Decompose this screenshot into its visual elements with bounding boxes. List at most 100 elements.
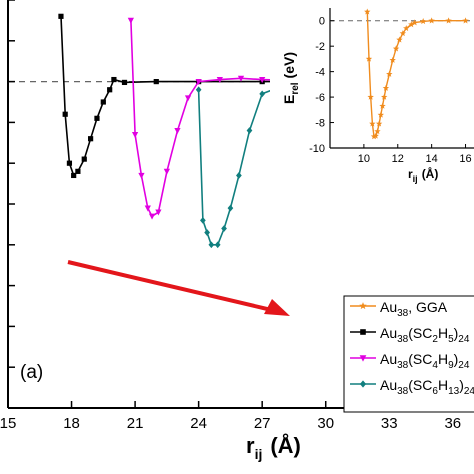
main-data-point [204, 229, 210, 236]
main-data-point [221, 225, 227, 232]
main-data-point [227, 204, 234, 212]
svg-text:rij(Å): rij (Å) [408, 166, 438, 184]
inset-y-axis-label: Erel (eV) [281, 52, 301, 104]
inset-data-point [365, 55, 373, 62]
inset-x-tick-label: 12 [392, 153, 404, 165]
main-data-point [153, 79, 159, 85]
main-data-point [236, 172, 242, 179]
inset-data-point [428, 17, 435, 24]
inset-ylabel-unit: (eV) [281, 52, 297, 78]
inset-xlabel-sub: ij [413, 174, 418, 184]
main-data-point [138, 172, 145, 179]
legend-box [343, 295, 474, 413]
main-data-point [66, 160, 73, 166]
inset-y-tick-label: -4 [315, 67, 325, 79]
main-data-point [200, 216, 206, 224]
main-data-point [259, 90, 266, 98]
main-x-tick-label: 15 [0, 415, 16, 432]
legend-marker [359, 380, 367, 388]
inset-xlabel-main: r [408, 167, 413, 181]
legend-marker [359, 355, 367, 362]
inset-y-tick-label: -6 [315, 92, 325, 104]
inset-y-tick-label: -10 [309, 143, 325, 155]
legend: Au38, GGA Au38(SC2H5)24 Au38(SC4H9)24 Au38(… [343, 295, 474, 413]
main-data-point [237, 75, 245, 82]
inset-y-tick-label: 0 [319, 16, 325, 28]
main-data-point [216, 76, 223, 83]
inset-xlabel-unit: (Å) [422, 166, 439, 181]
inset-x-axis-label: rij (Å) [408, 166, 438, 184]
inset-x-tick-label: 10 [358, 153, 370, 165]
main-data-point [71, 172, 77, 179]
legend-label: Au38, GGA [380, 299, 448, 319]
legend-marker [359, 302, 367, 310]
inset-data-point [462, 17, 469, 24]
main-data-point [208, 241, 215, 249]
main-data-point [259, 76, 266, 83]
main-x-tick-label: 33 [381, 415, 398, 432]
inset-data-point [369, 120, 376, 127]
main-data-point [144, 205, 151, 212]
inset-data-point [399, 30, 407, 37]
main-data-point [94, 115, 100, 121]
main-data-point [214, 241, 221, 249]
inset-y-ticks: 0 -2 -4 -6 -8 -10 [309, 16, 334, 155]
inset-data-point [389, 56, 396, 63]
main-plot: 15 18 21 24 27 30 33 36 (a) rij (Å) Au38, GGAAu3… [0, 0, 474, 462]
inset-data-point [386, 70, 393, 77]
inset-data-point [367, 93, 374, 100]
inset-data-point [396, 36, 403, 43]
main-y-ticks [8, 0, 15, 368]
inset-data-point [445, 17, 452, 24]
inset-series-group [364, 8, 469, 140]
main-data-point [58, 13, 64, 19]
main-x-axis-label: rij (Å) [246, 432, 301, 462]
svg-text:rij(Å): rij (Å) [246, 432, 301, 462]
main-data-point [195, 86, 202, 94]
inset-data-point [382, 84, 390, 91]
inset-data-point [375, 120, 383, 127]
inset-data-point [381, 93, 388, 100]
inset-background [270, 0, 474, 180]
main-x-tick-label: 21 [127, 415, 144, 432]
main-data-point [163, 168, 170, 175]
inset-ylabel-sub: rel [290, 82, 301, 94]
inset-data-point [392, 45, 400, 52]
main-data-point [155, 209, 162, 216]
main-data-point [121, 79, 128, 86]
main-data-point [107, 87, 113, 93]
main-xlabel-sub: ij [255, 446, 263, 462]
main-x-tick-label: 18 [63, 415, 80, 432]
main-data-point [246, 127, 253, 134]
main-data-point [62, 111, 68, 117]
inset-plot: 0 -2 -4 -6 -8 -10 10 12 14 16 Erel (eV) rij (Å) [270, 0, 474, 184]
trend-arrow [67, 260, 281, 314]
main-data-point [75, 168, 81, 174]
trend-arrowhead [264, 299, 290, 316]
main-data-point [81, 156, 87, 162]
inset-data-point [379, 102, 386, 109]
inset-y-tick-label: -8 [315, 118, 325, 130]
main-xlabel-main: r [246, 433, 255, 458]
main-x-ticks: 15 18 21 24 27 30 33 36 [0, 401, 461, 432]
main-data-point [111, 76, 117, 83]
main-x-tick-label: 27 [254, 415, 271, 432]
inset-data-point [403, 25, 410, 32]
main-x-tick-label: 36 [444, 415, 461, 432]
inset-data-point [374, 128, 381, 135]
inset-x-tick-label: 14 [426, 153, 438, 165]
inset-x-tick-label: 16 [459, 153, 471, 165]
legend-label: Au38(SC6H13)24 [380, 377, 474, 397]
svg-text:Erel(eV): Erel (eV) [281, 52, 301, 104]
inset-y-tick-label: -2 [315, 41, 325, 53]
main-data-point [184, 95, 192, 102]
main-data-point [148, 213, 156, 220]
inset-data-point [408, 21, 415, 28]
main-data-point [131, 132, 139, 139]
inset-data-point [411, 19, 418, 26]
main-data-point [88, 136, 94, 142]
inset-data-point [372, 132, 379, 139]
main-data-point [100, 99, 106, 105]
inset-data-point [364, 8, 371, 15]
